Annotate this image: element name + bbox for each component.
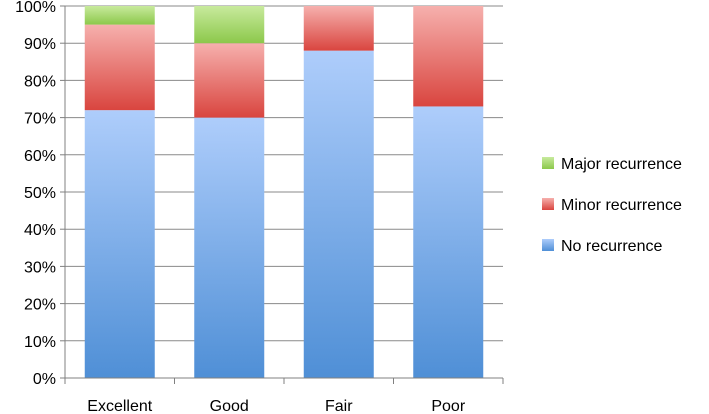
legend-swatch: [542, 239, 554, 251]
tick-labels: 0% 10% 20% 30% 40% 50% 60% 70% 80% 90% 100% Excelle…: [15, 0, 466, 414]
bar-segment-minor-recurrence: [413, 6, 484, 107]
y-tick-label: 40%: [24, 222, 56, 239]
x-tick-label: Excellent: [87, 398, 152, 414]
axes: [60, 5, 504, 384]
legend-swatch: [542, 198, 554, 210]
y-tick-label: 20%: [24, 297, 56, 314]
bar-segment-no-recurrence: [84, 110, 155, 378]
y-tick-label: 70%: [24, 111, 56, 128]
y-tick-label: 0%: [33, 371, 56, 388]
bar-segment-minor-recurrence: [303, 6, 374, 51]
x-tick-label: Good: [210, 398, 249, 414]
legend-label: Major recurrence: [561, 156, 682, 173]
y-tick-label: 10%: [24, 334, 56, 351]
bars: [84, 6, 484, 378]
bar-segment-minor-recurrence: [194, 43, 265, 118]
y-tick-label: 80%: [24, 73, 56, 90]
bar-segment-no-recurrence: [413, 106, 484, 378]
bar-segment-no-recurrence: [194, 117, 265, 378]
y-tick-label: 100%: [15, 0, 56, 16]
bar-segment-no-recurrence: [303, 50, 374, 378]
legend-label: Minor recurrence: [561, 197, 682, 214]
y-tick-label: 90%: [24, 36, 56, 53]
y-tick-label: 50%: [24, 185, 56, 202]
legend-swatch: [542, 157, 554, 169]
legend: Major recurrence Minor recurrence No recur…: [542, 156, 682, 255]
bar-segment-major-recurrence: [194, 6, 265, 44]
x-tick-label: Fair: [325, 398, 353, 414]
x-tick-label: Poor: [431, 398, 465, 414]
bar-segment-major-recurrence: [84, 6, 155, 25]
legend-label: No recurrence: [561, 238, 662, 255]
y-tick-label: 60%: [24, 148, 56, 165]
y-tick-label: 30%: [24, 259, 56, 276]
bar-segment-minor-recurrence: [84, 24, 155, 111]
